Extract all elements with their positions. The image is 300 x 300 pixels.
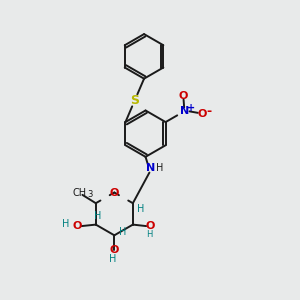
Text: O: O [145,221,154,231]
Text: O: O [198,109,207,119]
Text: H: H [94,211,101,221]
Text: -: - [207,105,212,118]
Text: S: S [130,94,139,107]
Text: H: H [109,254,116,264]
Text: O: O [178,91,188,101]
Text: N: N [179,106,189,116]
Text: H: H [136,204,144,214]
Text: +: + [187,103,195,113]
Text: H: H [119,227,126,237]
Text: H: H [146,230,152,239]
Text: CH: CH [73,188,87,198]
Text: O: O [110,245,119,255]
Text: O: O [110,188,119,197]
Text: O: O [72,221,82,231]
Text: 3: 3 [88,190,93,199]
Text: N: N [146,163,155,173]
Text: H: H [155,163,163,172]
Text: H: H [62,219,70,229]
